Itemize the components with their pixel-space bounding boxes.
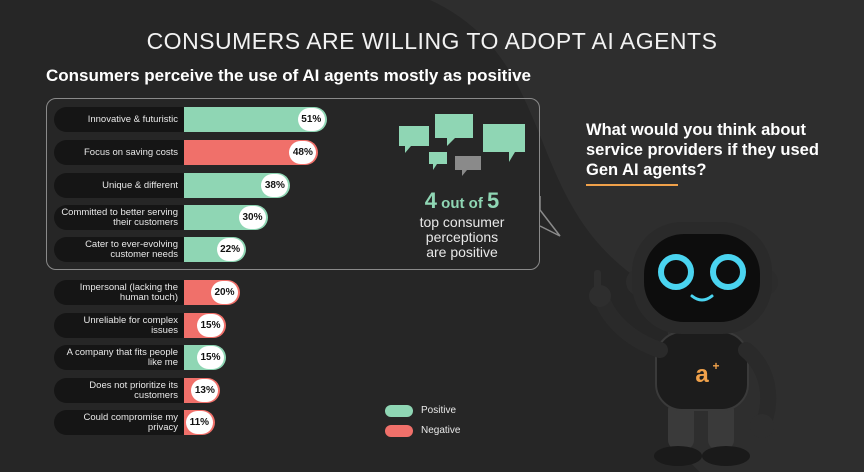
bar-value-label: 15%	[197, 346, 224, 369]
bar-category-label: Committed to better serving their custom…	[61, 206, 178, 228]
bar-value-label: 15%	[197, 314, 224, 337]
bar-value-label: 22%	[216, 238, 244, 261]
bar-category-label: A company that fits people like me	[66, 346, 178, 368]
chat-bubbles-icon	[399, 114, 525, 176]
bar-value-label: 48%	[289, 141, 317, 164]
chart-subtitle: Consumers perceive the use of AI agents …	[46, 66, 531, 85]
positive-stat: 4 out of 5 top consumer perceptions are …	[392, 190, 532, 260]
bar-row-track	[54, 410, 194, 435]
bar-value-label: 51%	[297, 108, 325, 131]
speech-tail	[539, 196, 561, 237]
stat-fraction: 4 out of 5	[424, 188, 500, 213]
bar-category-label: Innovative & futuristic	[87, 113, 178, 125]
legend-label-negative: Negative	[421, 425, 461, 436]
bar-row-track	[54, 280, 194, 305]
bar-category-label: Unreliable for complex issues	[83, 314, 178, 336]
bar-category-label: Focus on saving costs	[84, 146, 178, 158]
bar-category-label: Does not prioritize its customers	[89, 379, 178, 401]
bar-row-track	[54, 237, 194, 262]
legend-positive: Positive	[385, 404, 505, 418]
legend-label-positive: Positive	[421, 405, 457, 416]
bar-category-label: Unique & different	[102, 179, 178, 191]
top-perceptions-box	[46, 98, 540, 270]
bar-row-track	[54, 140, 194, 165]
bar-row-track	[54, 378, 194, 403]
bar-row-track	[54, 173, 194, 198]
bar-value-label: 13%	[191, 379, 219, 402]
stat-text-2: perceptions	[425, 229, 499, 245]
bar-row-track	[54, 107, 194, 132]
legend-negative: Negative	[385, 424, 505, 438]
page-title: CONSUMERS ARE WILLING TO ADOPT AI AGENTS	[146, 28, 718, 54]
svg-text:a: a	[695, 361, 709, 388]
bar-row-track	[54, 313, 194, 338]
question-underline	[586, 184, 678, 186]
robot-mascot-illustration: a +	[589, 222, 778, 466]
bar-row-track	[54, 345, 194, 370]
stat-text-1: top consumer	[419, 214, 505, 230]
question-text: What would you think about service provi…	[586, 121, 819, 179]
svg-text:+: +	[712, 359, 719, 373]
bar-value-label: 20%	[211, 281, 238, 304]
bar-category-label: Impersonal (lacking the human touch)	[79, 281, 178, 303]
bar-category-label: Could compromise my privacy	[83, 411, 179, 433]
bar-row-track	[54, 205, 194, 230]
legend-swatch-negative	[385, 425, 413, 437]
legend-swatch-positive	[385, 405, 413, 417]
stat-text-3: are positive	[426, 244, 498, 260]
bar-value-label: 30%	[239, 206, 266, 229]
bar-value-label: 38%	[261, 174, 289, 197]
bar-value-label: 11%	[185, 411, 213, 434]
bar-category-label: Cater to ever-evolving customer needs	[85, 238, 178, 260]
